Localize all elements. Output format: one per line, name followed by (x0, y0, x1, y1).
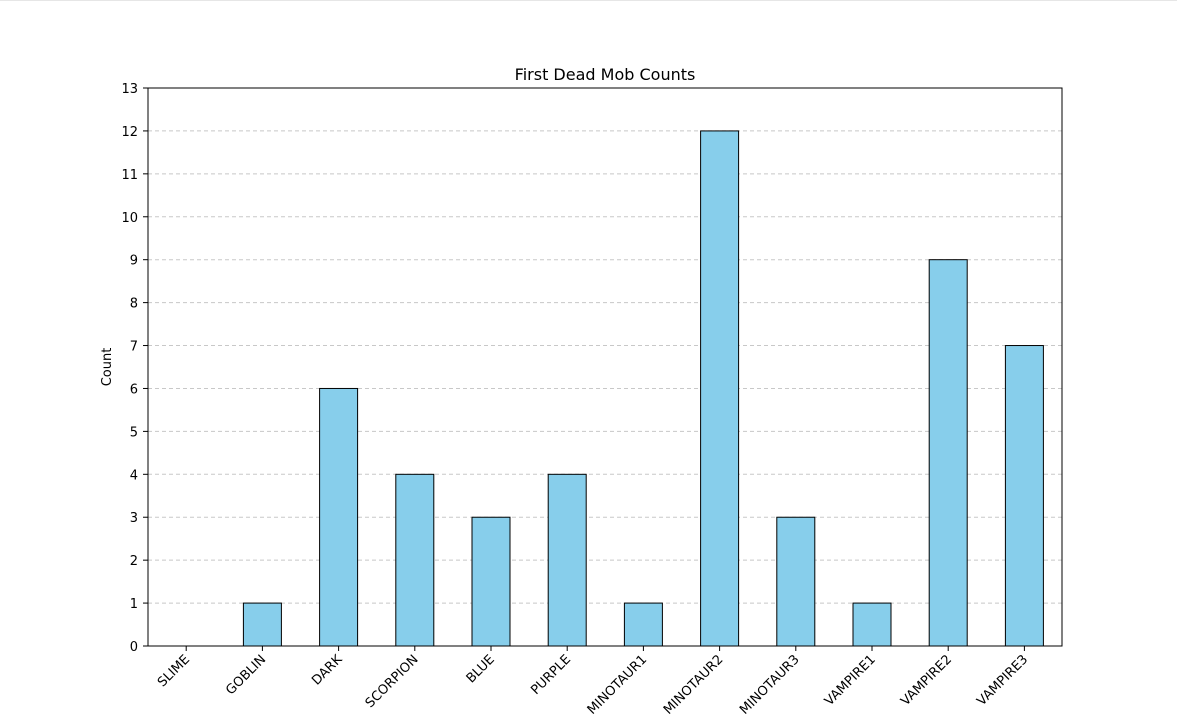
y-tick-label: 11 (121, 168, 138, 183)
x-tick-label: GOBLIN (223, 652, 269, 698)
x-tick-label: DARK (309, 652, 346, 689)
bar-goblin (242, 602, 282, 647)
y-tick-label: 0 (130, 640, 138, 655)
y-tick-label: 7 (130, 340, 138, 355)
x-tick-label: MINOTAUR2 (661, 652, 727, 718)
y-tick-label: 12 (121, 125, 138, 140)
x-tick-label: BLUE (464, 652, 498, 686)
window-top-border (0, 0, 1177, 1)
y-tick-label: 3 (130, 511, 138, 526)
chart-title: First Dead Mob Counts (515, 65, 696, 84)
bar-purple (547, 473, 587, 647)
x-tick-label: PURPLE (528, 652, 574, 698)
bars-layer (167, 130, 1044, 647)
x-tick-label: MINOTAUR1 (585, 652, 651, 718)
bar-scorpion (395, 473, 435, 647)
x-tick-label: MINOTAUR3 (737, 652, 803, 718)
x-axis: SLIME GOBLIN DARK SCORPION BLUE PURPLE MINOTAU… (155, 646, 1031, 718)
y-tick-label: 5 (130, 425, 138, 440)
x-tick-label: VAMPIRE3 (974, 652, 1031, 709)
bar-minotaur1 (623, 602, 663, 647)
grid-layer (148, 130, 1062, 604)
y-tick-label: 8 (130, 297, 138, 312)
y-axis-label: Count (100, 348, 115, 387)
y-tick-label: 9 (130, 254, 138, 269)
y-tick-label: 1 (130, 597, 138, 612)
y-tick-label: 13 (121, 82, 138, 97)
bar-vampire2 (928, 259, 968, 647)
x-tick-label: VAMPIRE2 (898, 652, 955, 709)
y-tick-label: 10 (121, 211, 138, 226)
bar-vampire1 (852, 602, 892, 647)
y-tick-label: 2 (130, 554, 138, 569)
bar-dark (319, 387, 359, 647)
bar-blue (471, 516, 511, 647)
plot-area-frame (147, 87, 1063, 647)
bar-vampire3 (1004, 345, 1044, 647)
x-tick-label: SLIME (155, 652, 193, 690)
bar-minotaur3 (776, 516, 816, 647)
bar-minotaur2 (700, 130, 740, 647)
y-tick-label: 4 (130, 468, 138, 483)
x-tick-label: SCORPION (363, 652, 422, 711)
y-tick-label: 6 (130, 382, 138, 397)
x-tick-label: VAMPIRE1 (822, 652, 879, 709)
